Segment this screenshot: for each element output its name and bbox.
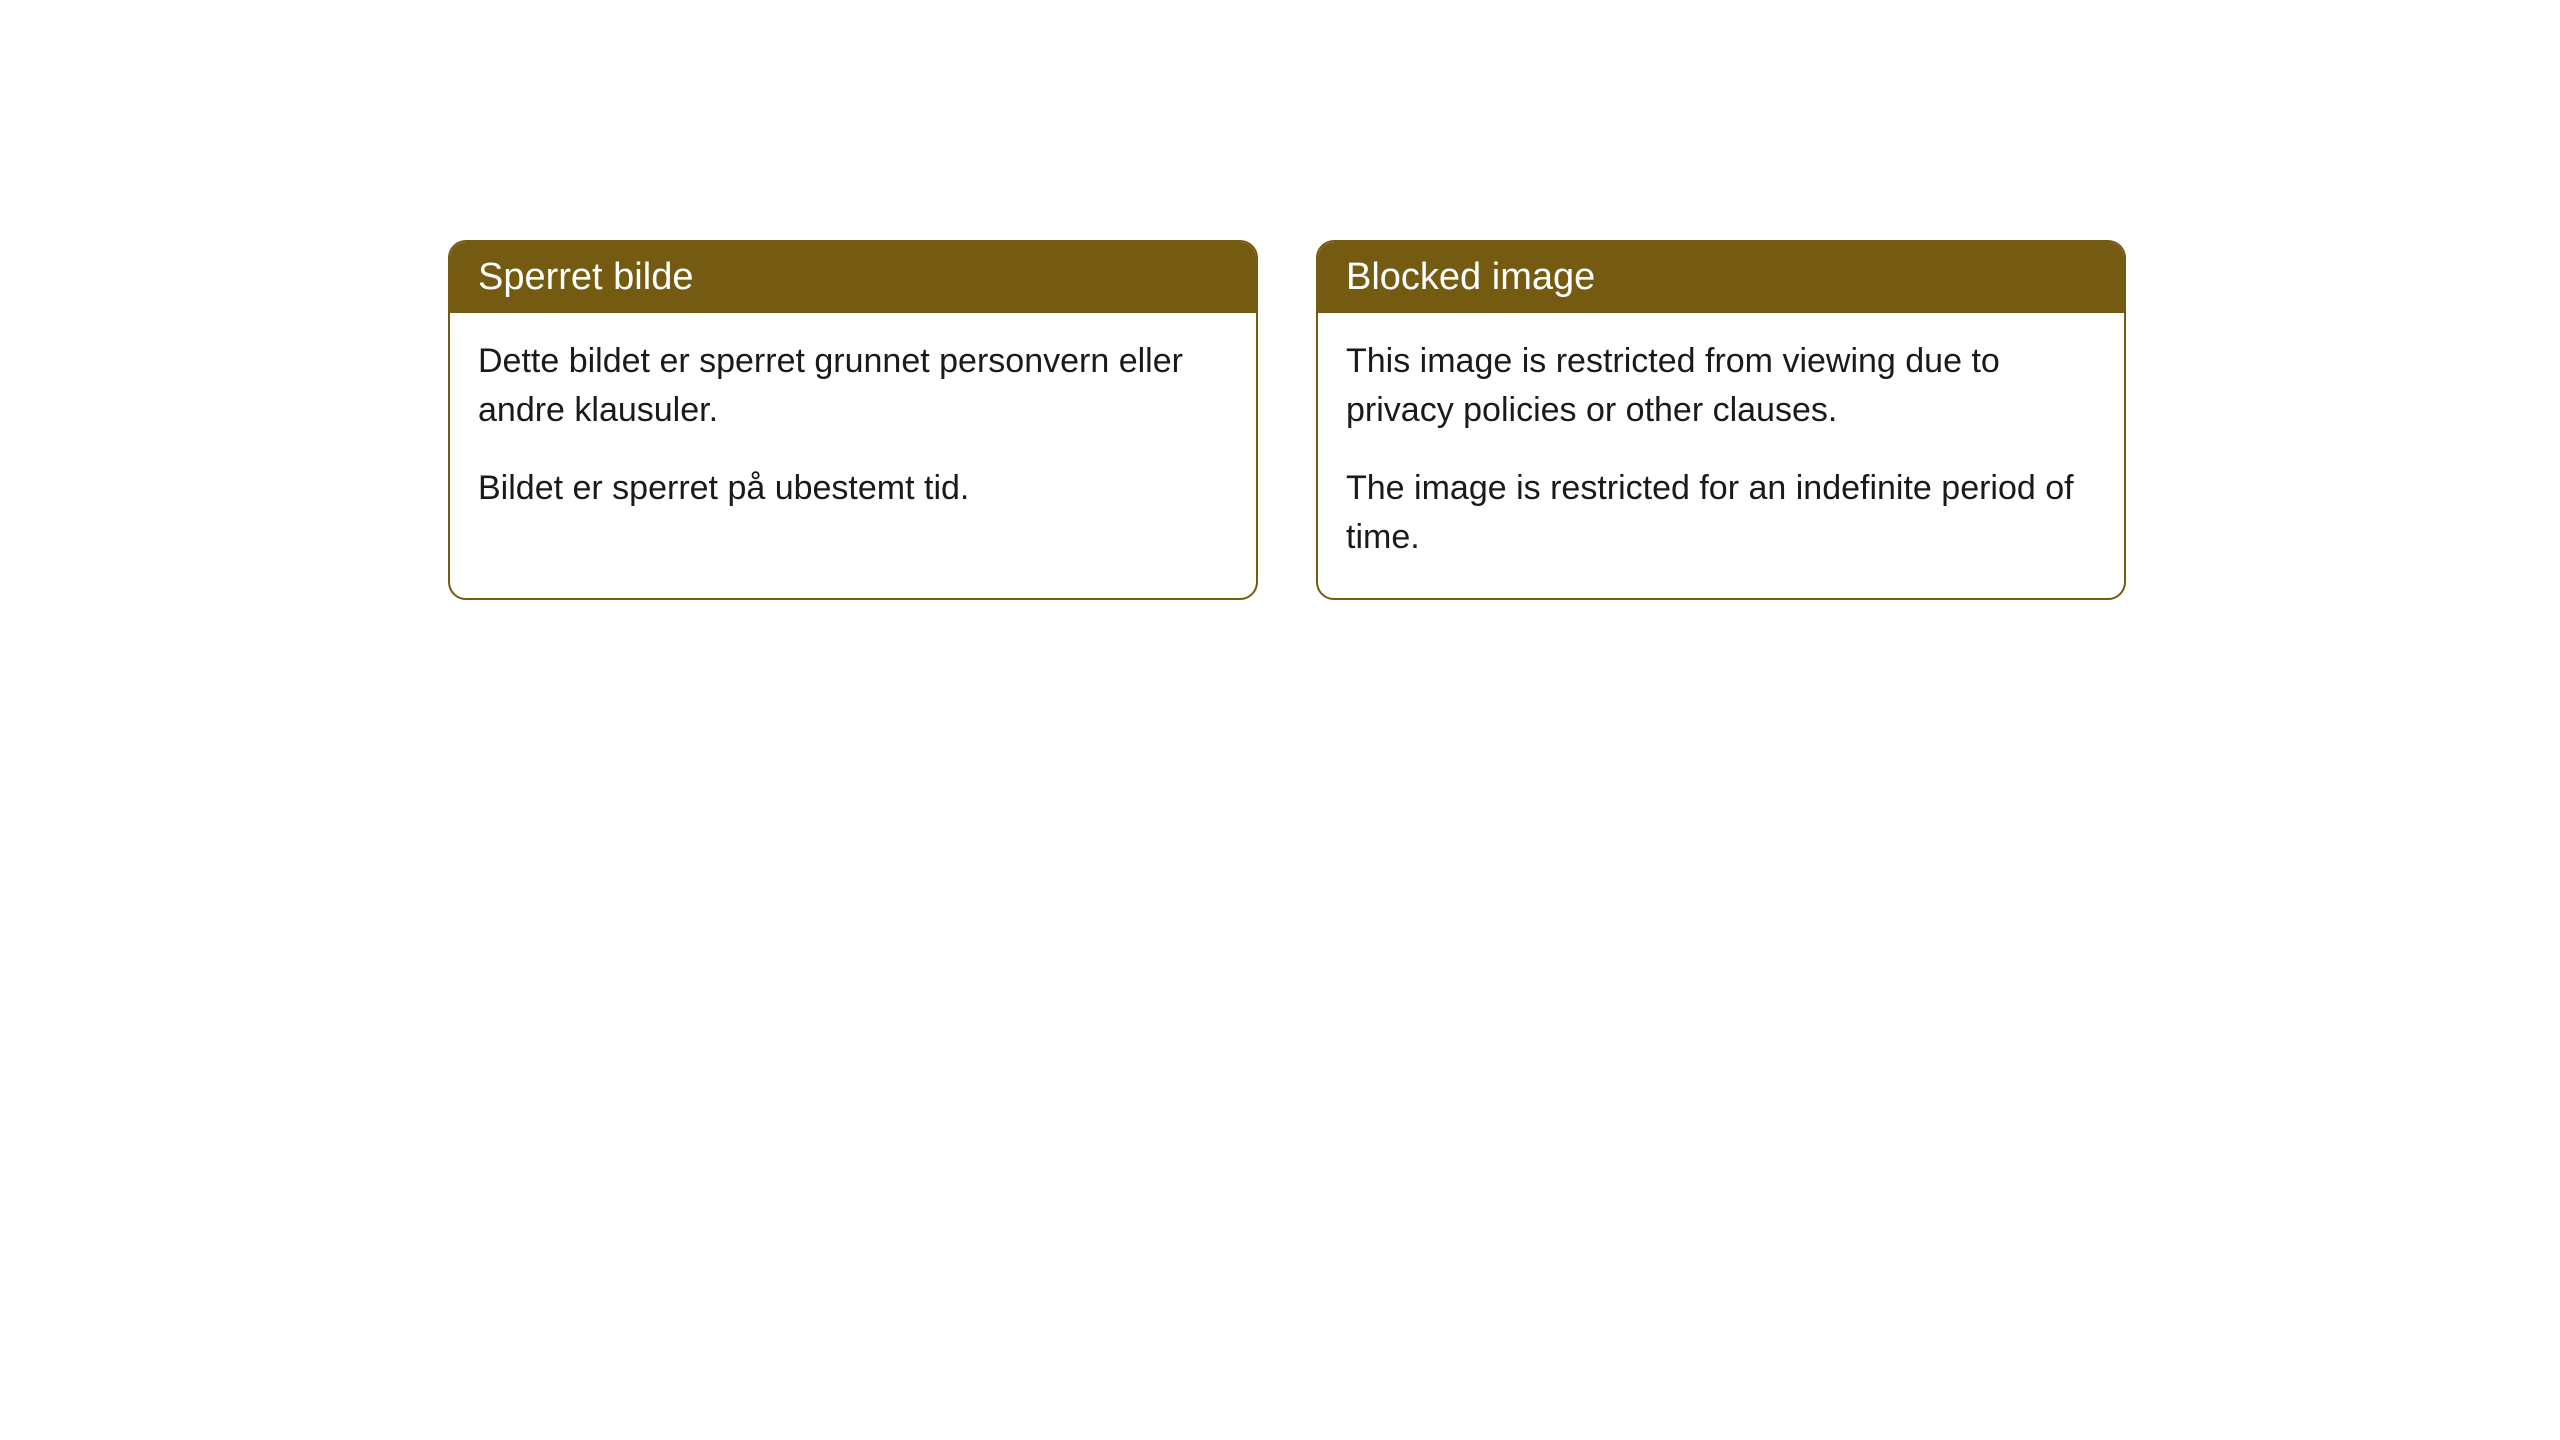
card-paragraph-1-english: This image is restricted from viewing du… — [1346, 337, 2096, 436]
card-body-english: This image is restricted from viewing du… — [1318, 313, 2124, 598]
card-body-norwegian: Dette bildet er sperret grunnet personve… — [450, 313, 1256, 549]
card-header-english: Blocked image — [1318, 242, 2124, 313]
card-paragraph-1-norwegian: Dette bildet er sperret grunnet personve… — [478, 337, 1228, 436]
cards-container: Sperret bilde Dette bildet er sperret gr… — [448, 240, 2126, 600]
card-norwegian: Sperret bilde Dette bildet er sperret gr… — [448, 240, 1258, 600]
card-paragraph-2-norwegian: Bildet er sperret på ubestemt tid. — [478, 464, 1228, 513]
card-paragraph-2-english: The image is restricted for an indefinit… — [1346, 464, 2096, 563]
card-header-norwegian: Sperret bilde — [450, 242, 1256, 313]
card-english: Blocked image This image is restricted f… — [1316, 240, 2126, 600]
